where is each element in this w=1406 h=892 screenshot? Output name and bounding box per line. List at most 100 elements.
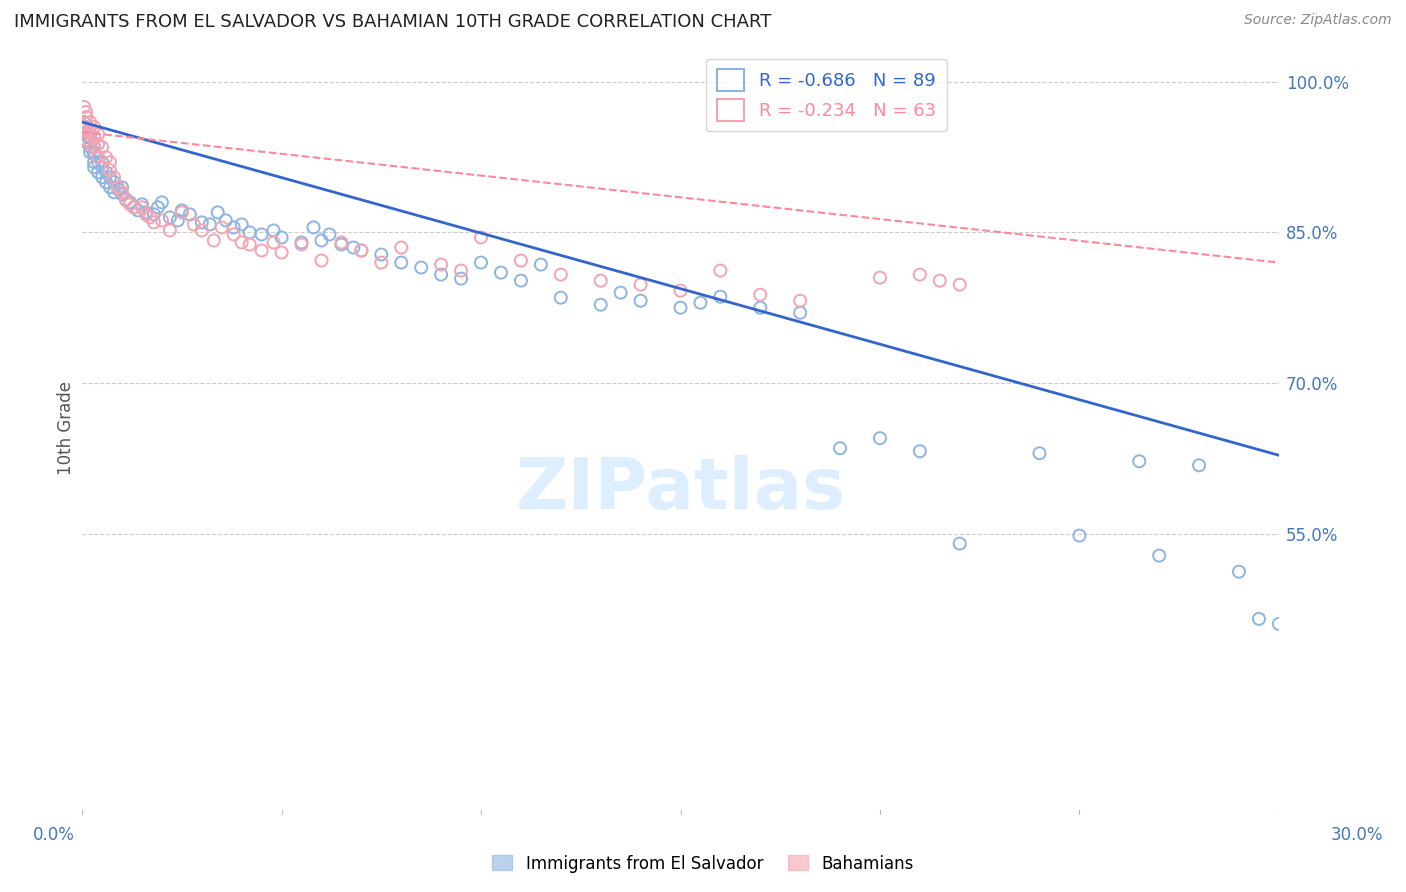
Point — [79, 140, 101, 154]
Point — [411, 260, 433, 275]
Point — [389, 255, 412, 269]
Point — [94, 175, 117, 189]
Point — [263, 235, 285, 250]
Point — [231, 218, 253, 232]
Point — [330, 237, 353, 252]
Point — [550, 268, 572, 282]
Point — [83, 160, 105, 174]
Point — [949, 536, 972, 550]
Point — [350, 244, 373, 258]
Point — [1188, 458, 1211, 473]
Point — [79, 137, 101, 152]
Point — [75, 105, 97, 120]
Point — [609, 285, 631, 300]
Point — [75, 117, 97, 131]
Point — [83, 140, 105, 154]
Point — [122, 200, 145, 214]
Point — [118, 195, 141, 210]
Point — [150, 195, 173, 210]
Legend: R = -0.686   N = 89, R = -0.234   N = 63: R = -0.686 N = 89, R = -0.234 N = 63 — [706, 59, 946, 131]
Point — [330, 235, 353, 250]
Point — [94, 150, 117, 164]
Point — [250, 244, 273, 258]
Point — [103, 175, 125, 189]
Point — [75, 120, 97, 134]
Point — [370, 255, 392, 269]
Point — [789, 306, 811, 320]
Point — [91, 160, 114, 174]
Point — [75, 133, 97, 147]
Point — [170, 203, 193, 218]
Point — [928, 274, 950, 288]
Point — [222, 220, 245, 235]
Point — [709, 290, 731, 304]
Point — [318, 227, 340, 242]
Text: 30.0%: 30.0% — [1330, 826, 1384, 844]
Point — [1247, 612, 1270, 626]
Point — [127, 203, 149, 218]
Point — [87, 165, 110, 179]
Point — [669, 301, 692, 315]
Point — [83, 147, 105, 161]
Point — [908, 268, 931, 282]
Point — [83, 130, 105, 145]
Y-axis label: 10th Grade: 10th Grade — [58, 381, 75, 475]
Point — [450, 271, 472, 285]
Point — [949, 277, 972, 292]
Point — [83, 155, 105, 169]
Point — [131, 197, 153, 211]
Point — [290, 237, 312, 252]
Point — [107, 182, 129, 196]
Point — [211, 220, 233, 235]
Text: ZIPatlas: ZIPatlas — [516, 456, 845, 524]
Point — [589, 298, 612, 312]
Point — [111, 187, 134, 202]
Point — [98, 155, 121, 169]
Point — [489, 266, 512, 280]
Point — [111, 180, 134, 194]
Point — [530, 258, 553, 272]
Point — [1227, 565, 1250, 579]
Point — [87, 127, 110, 141]
Point — [159, 223, 181, 237]
Point — [79, 130, 101, 145]
Point — [122, 200, 145, 214]
Point — [263, 223, 285, 237]
Text: IMMIGRANTS FROM EL SALVADOR VS BAHAMIAN 10TH GRADE CORRELATION CHART: IMMIGRANTS FROM EL SALVADOR VS BAHAMIAN … — [14, 13, 772, 31]
Point — [135, 205, 157, 219]
Point — [1069, 528, 1091, 542]
Point — [630, 293, 652, 308]
Point — [83, 145, 105, 160]
Point — [270, 245, 292, 260]
Point — [669, 284, 692, 298]
Point — [142, 215, 165, 229]
Point — [83, 140, 105, 154]
Point — [115, 194, 138, 208]
Point — [77, 130, 100, 145]
Point — [111, 186, 134, 200]
Text: Source: ZipAtlas.com: Source: ZipAtlas.com — [1244, 13, 1392, 28]
Point — [1268, 616, 1291, 631]
Point — [250, 227, 273, 242]
Point — [98, 163, 121, 178]
Point — [430, 268, 453, 282]
Point — [87, 137, 110, 152]
Point — [828, 442, 851, 456]
Point — [239, 237, 262, 252]
Point — [139, 211, 162, 225]
Point — [79, 125, 101, 139]
Point — [150, 213, 173, 227]
Point — [302, 220, 325, 235]
Point — [908, 444, 931, 458]
Point — [159, 211, 181, 225]
Point — [75, 125, 97, 139]
Point — [239, 226, 262, 240]
Point — [75, 135, 97, 149]
Point — [131, 200, 153, 214]
Point — [215, 213, 238, 227]
Point — [450, 263, 472, 277]
Point — [87, 150, 110, 164]
Point — [183, 218, 205, 232]
Point — [311, 253, 333, 268]
Point — [79, 145, 101, 160]
